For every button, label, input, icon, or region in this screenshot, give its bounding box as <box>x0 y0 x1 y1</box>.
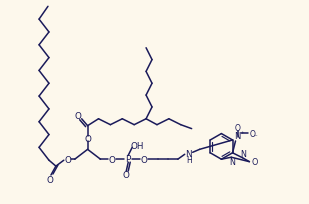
Text: O: O <box>251 157 257 166</box>
Text: O: O <box>84 134 91 143</box>
Text: N: N <box>234 131 241 140</box>
Text: O: O <box>141 155 147 164</box>
Text: ⁺: ⁺ <box>241 131 244 137</box>
Text: N: N <box>185 149 192 158</box>
Text: O: O <box>123 171 130 180</box>
Text: O: O <box>249 129 255 138</box>
Text: O: O <box>109 155 116 164</box>
Text: O: O <box>64 155 71 164</box>
Text: H: H <box>186 155 192 164</box>
Text: O: O <box>235 123 240 132</box>
Text: P: P <box>125 154 131 163</box>
Text: N: N <box>240 150 246 159</box>
Text: OH: OH <box>130 141 144 150</box>
Text: O: O <box>74 112 81 121</box>
Text: ⁻: ⁻ <box>253 133 257 139</box>
Text: N: N <box>229 157 235 166</box>
Text: O: O <box>47 176 53 185</box>
